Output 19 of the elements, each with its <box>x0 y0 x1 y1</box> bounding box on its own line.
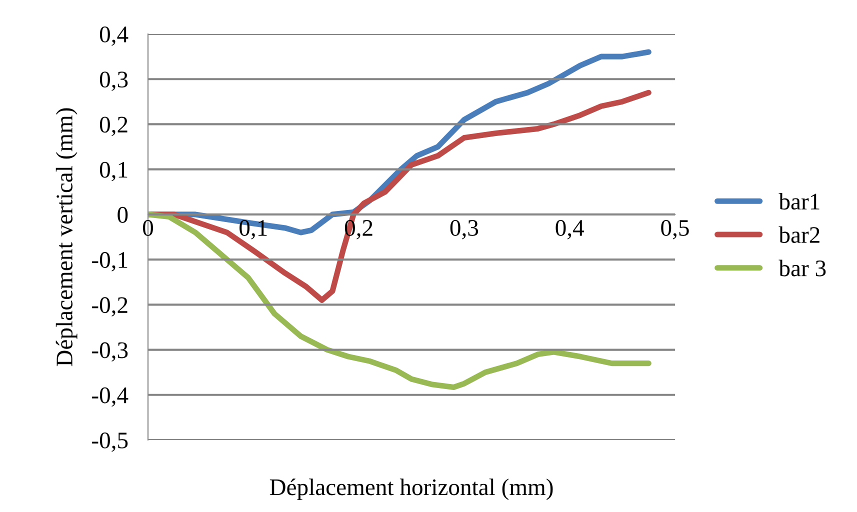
y-tick-label: -0,5 <box>92 432 128 452</box>
y-tick-label: 0,2 <box>100 116 128 136</box>
x-tick-label: 0,4 <box>556 220 584 240</box>
legend-label: bar1 <box>778 193 820 210</box>
y-tick-label: -0,2 <box>92 297 128 316</box>
y-tick-label: 0,3 <box>100 72 128 91</box>
legend-label: bar 3 <box>778 260 826 276</box>
y-tick-label: -0,3 <box>92 342 128 362</box>
legend-label: bar2 <box>778 226 820 243</box>
y-tick-label: -0,4 <box>92 387 128 407</box>
y-axis-title: Déplacement vertical (mm) <box>56 108 78 366</box>
x-tick-label: 0 <box>142 220 154 236</box>
y-tick-label: 0 <box>118 206 128 223</box>
x-axis-title: Déplacement horizontal (mm) <box>270 478 553 500</box>
y-tick-label: -0,1 <box>92 252 128 272</box>
y-tick-label: 0,1 <box>100 162 128 182</box>
x-tick-label: 0,5 <box>661 220 689 240</box>
y-tick-label: 0,4 <box>100 26 128 46</box>
x-tick-label: 0,3 <box>450 220 478 240</box>
